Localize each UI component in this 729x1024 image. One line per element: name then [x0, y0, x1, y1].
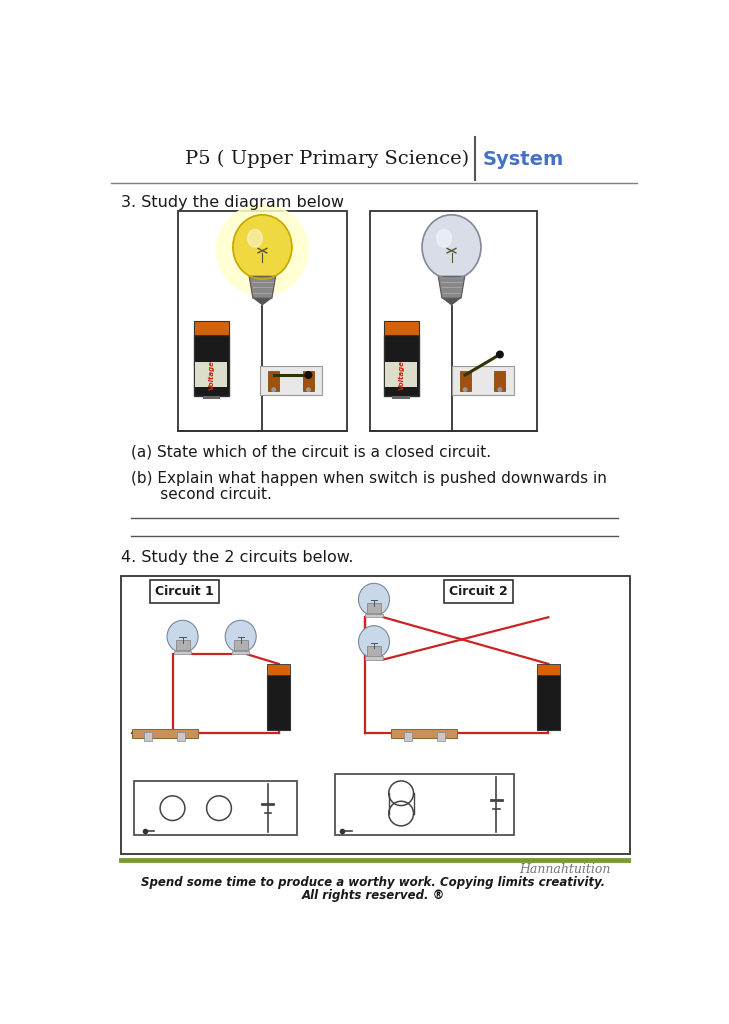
- Circle shape: [305, 371, 313, 379]
- Circle shape: [496, 350, 504, 358]
- Bar: [303, 371, 314, 391]
- Text: P5 ( Upper Primary Science): P5 ( Upper Primary Science): [185, 150, 469, 168]
- Bar: [176, 640, 190, 650]
- Bar: [178, 211, 347, 431]
- Polygon shape: [442, 298, 461, 305]
- Bar: [383, 322, 418, 335]
- Bar: [365, 614, 383, 617]
- Bar: [195, 362, 227, 387]
- Ellipse shape: [248, 229, 262, 247]
- Bar: [367, 646, 381, 655]
- Bar: [232, 651, 249, 654]
- Text: second circuit.: second circuit.: [131, 486, 273, 502]
- Bar: [267, 675, 290, 730]
- Polygon shape: [249, 276, 276, 298]
- Circle shape: [217, 205, 308, 295]
- Bar: [459, 371, 471, 391]
- Ellipse shape: [233, 215, 292, 280]
- Bar: [267, 664, 290, 675]
- Bar: [234, 640, 248, 650]
- Ellipse shape: [167, 621, 198, 652]
- Bar: [383, 335, 418, 396]
- Bar: [144, 731, 152, 740]
- Bar: [537, 675, 560, 730]
- Text: 3. Study the diagram below: 3. Study the diagram below: [120, 195, 343, 210]
- Circle shape: [271, 387, 276, 392]
- Text: (a) State which of the circuit is a closed circuit.: (a) State which of the circuit is a clos…: [131, 445, 491, 460]
- Bar: [120, 575, 630, 854]
- Bar: [391, 729, 457, 737]
- Bar: [133, 781, 297, 836]
- Bar: [194, 335, 229, 396]
- Circle shape: [463, 387, 467, 392]
- Text: Circuit 2: Circuit 2: [449, 585, 508, 598]
- Bar: [177, 731, 185, 740]
- Bar: [174, 651, 191, 654]
- Circle shape: [306, 387, 311, 392]
- Bar: [132, 729, 198, 737]
- Text: Spend some time to produce a worthy work. Copying limits creativity.: Spend some time to produce a worthy work…: [141, 876, 605, 889]
- Text: Voltage: Voltage: [208, 359, 214, 389]
- Bar: [260, 367, 322, 395]
- Polygon shape: [253, 298, 272, 305]
- Text: Circuit 1: Circuit 1: [155, 585, 214, 598]
- Ellipse shape: [225, 621, 256, 652]
- Bar: [335, 773, 513, 836]
- Bar: [404, 731, 412, 740]
- Text: (b) Explain what happen when switch is pushed downwards in: (b) Explain what happen when switch is p…: [131, 471, 607, 486]
- Bar: [365, 656, 383, 659]
- Bar: [203, 396, 220, 399]
- Ellipse shape: [359, 584, 389, 615]
- Circle shape: [497, 387, 502, 392]
- Bar: [537, 664, 560, 675]
- Ellipse shape: [422, 215, 481, 280]
- Bar: [194, 322, 229, 335]
- Polygon shape: [438, 276, 465, 298]
- Bar: [268, 371, 279, 391]
- Ellipse shape: [437, 229, 451, 247]
- Text: System: System: [483, 150, 564, 169]
- Text: Voltage: Voltage: [398, 359, 404, 389]
- Bar: [385, 362, 417, 387]
- Bar: [392, 396, 410, 399]
- Bar: [370, 211, 537, 431]
- Bar: [494, 371, 505, 391]
- Bar: [451, 367, 513, 395]
- Text: 4. Study the 2 circuits below.: 4. Study the 2 circuits below.: [120, 551, 353, 565]
- Bar: [437, 731, 445, 740]
- Ellipse shape: [359, 626, 389, 658]
- Bar: [367, 603, 381, 613]
- Text: Hannahtuition: Hannahtuition: [519, 863, 610, 877]
- Text: All rights reserved. ®: All rights reserved. ®: [302, 890, 445, 902]
